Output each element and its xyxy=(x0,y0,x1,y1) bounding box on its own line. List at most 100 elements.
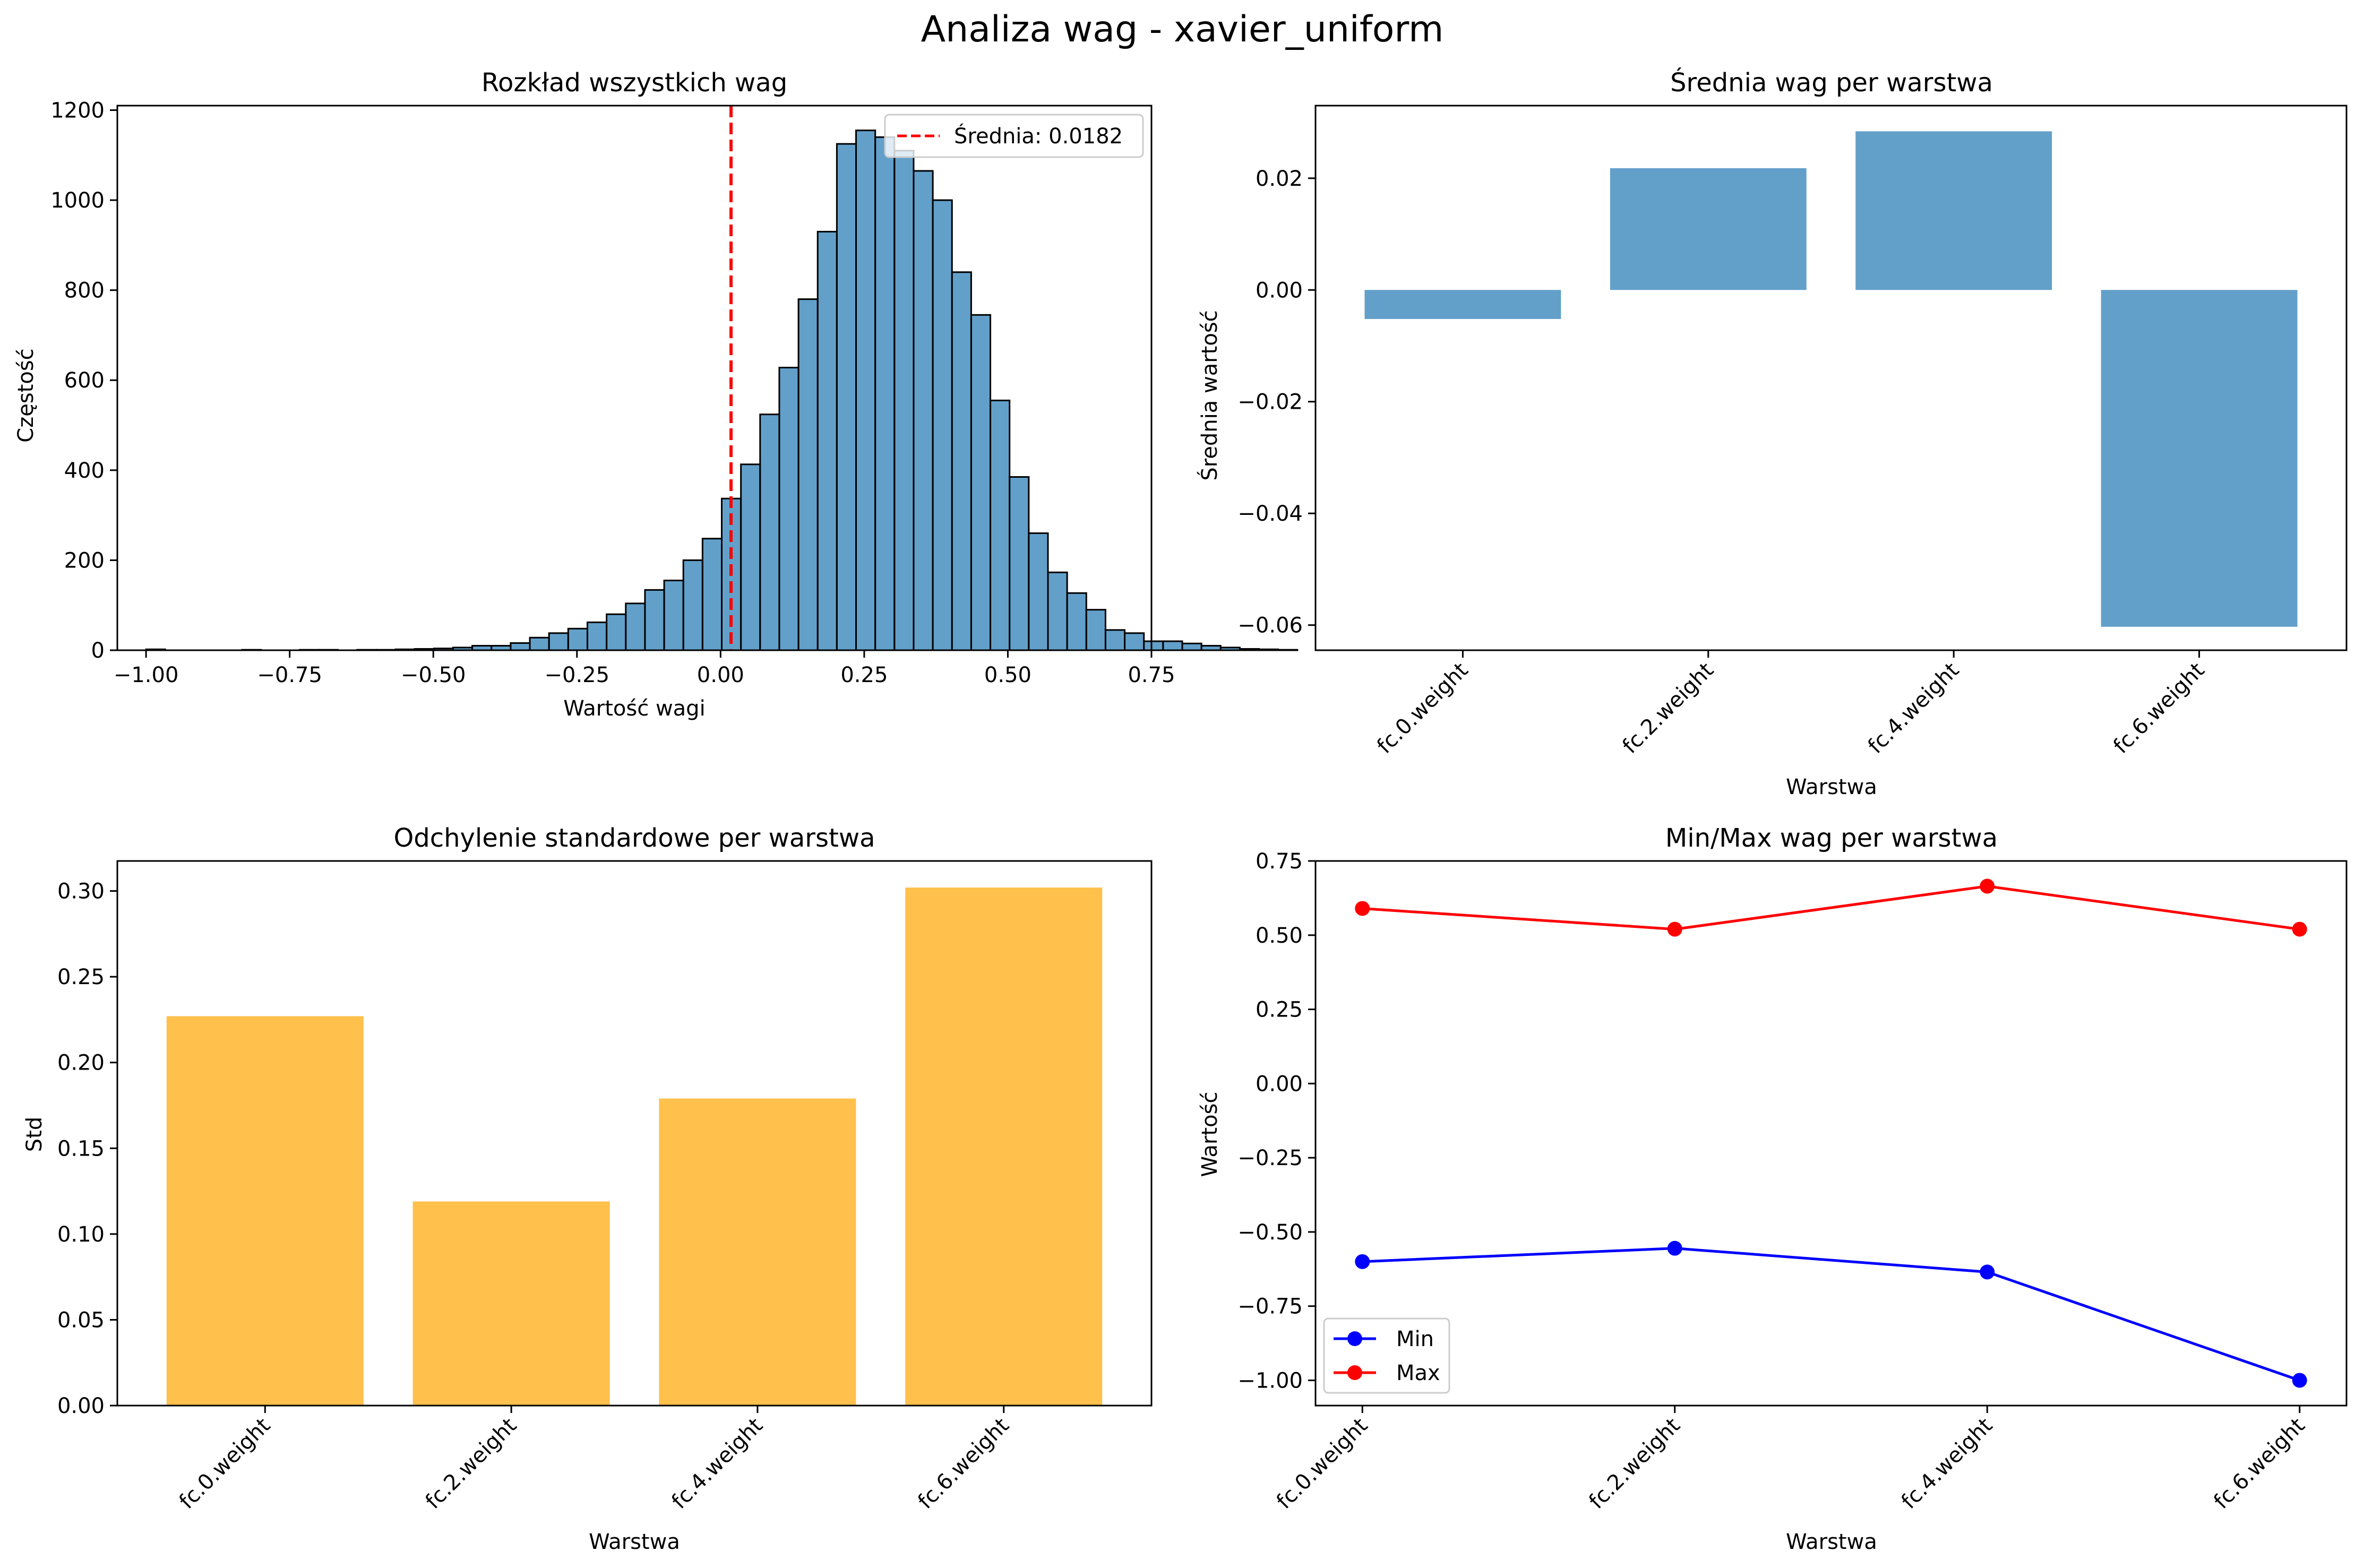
mean-bar xyxy=(1364,290,1561,319)
histogram-bar xyxy=(1028,532,1049,651)
x-tick-label: fc.4.weight xyxy=(1863,658,1964,759)
legend-mean-label: Średnia: 0.0182 xyxy=(954,123,1123,149)
histogram-bar xyxy=(1143,640,1164,651)
y-tick-label: 0.30 xyxy=(57,880,105,904)
mean-xticks: fc.0.weight fc.2.weight fc.4.weight fc.6.we… xyxy=(1372,650,2210,759)
minmax-xticks: fc.0.weight fc.2.weight fc.4.weight fc.6.we… xyxy=(1272,1406,2310,1514)
x-tick-label: fc.4.weight xyxy=(667,1414,768,1514)
y-tick-label: 0.00 xyxy=(1256,278,1303,303)
y-tick-label: 200 xyxy=(64,548,105,573)
y-tick-label: 0.50 xyxy=(1256,924,1303,948)
histogram-bar xyxy=(1124,632,1145,651)
legend-max-marker-icon xyxy=(1347,1365,1362,1380)
x-tick-label: fc.0.weight xyxy=(1372,658,1473,759)
std-bar xyxy=(412,1201,610,1406)
histogram-bar xyxy=(855,130,876,651)
histogram-bar xyxy=(778,366,800,651)
y-tick-label: 0.20 xyxy=(57,1051,105,1075)
x-tick-label: −0.50 xyxy=(401,663,466,687)
x-tick-label: −0.25 xyxy=(544,663,609,687)
max-series-line xyxy=(1362,885,2300,931)
x-tick-label: 0.75 xyxy=(1128,663,1175,687)
min-point xyxy=(2292,1373,2307,1388)
histogram-bar xyxy=(874,136,896,651)
y-tick-label: −0.06 xyxy=(1237,614,1303,638)
mean-bars xyxy=(1364,131,2298,627)
histogram-xticks: −1.00 −0.75 −0.50 −0.25 0.00 0.25 0.50 0.75 xyxy=(114,650,1175,687)
y-tick-label: 0.02 xyxy=(1256,167,1303,191)
y-tick-label: 0.10 xyxy=(57,1222,105,1247)
y-tick-label: 0 xyxy=(91,639,105,663)
std-bar xyxy=(905,888,1103,1406)
mean-ylabel: Średnia wartość xyxy=(1197,310,1222,480)
histogram-bars xyxy=(145,130,1299,651)
std-ylabel: Std xyxy=(22,1117,47,1152)
histogram-bar xyxy=(797,298,819,651)
y-tick-label: 0.25 xyxy=(57,965,105,989)
minmax-yticks: −1.00 −0.75 −0.50 −0.25 0.00 0.25 0.50 0.75 xyxy=(1237,849,1316,1393)
x-tick-label: fc.0.weight xyxy=(175,1414,275,1514)
histogram-bar xyxy=(1181,642,1202,651)
mean-title: Średnia wag per warstwa xyxy=(1670,67,1993,98)
histogram-bar xyxy=(932,199,953,651)
min-point xyxy=(1667,1240,1682,1256)
std-bars xyxy=(166,888,1103,1406)
x-tick-label: fc.6.weight xyxy=(2209,1414,2309,1514)
histogram-bar xyxy=(606,613,627,651)
std-yticks: 0.00 0.05 0.10 0.15 0.20 0.25 0.30 xyxy=(57,880,117,1418)
histogram-panel: Rozkład wszystkich wag Wartość wagi Częs… xyxy=(14,68,1299,721)
std-bar xyxy=(659,1098,856,1406)
max-point xyxy=(1667,921,1682,937)
x-tick-label: fc.0.weight xyxy=(1272,1414,1372,1514)
x-tick-label: −1.00 xyxy=(114,663,179,687)
histogram-bar xyxy=(836,143,857,651)
x-tick-label: 0.25 xyxy=(840,663,888,687)
histogram-bar xyxy=(529,636,550,651)
std-panel: Odchylenie standardowe per warstwa Warst… xyxy=(22,823,1153,1554)
legend-min-label: Min xyxy=(1396,1327,1434,1351)
histogram-bar xyxy=(510,642,531,651)
y-tick-label: 0.25 xyxy=(1256,998,1303,1022)
y-tick-label: 400 xyxy=(64,459,105,483)
x-tick-label: fc.6.weight xyxy=(2109,658,2209,759)
mean-bar xyxy=(1855,131,2052,290)
y-tick-label: 800 xyxy=(64,279,105,303)
histogram-bar xyxy=(759,413,780,651)
histogram-bar xyxy=(1219,647,1241,651)
y-tick-label: −0.04 xyxy=(1237,502,1303,526)
y-tick-label: 1000 xyxy=(50,188,105,213)
x-tick-label: 0.50 xyxy=(984,663,1031,687)
histogram-bar xyxy=(1239,648,1260,651)
histogram-bar xyxy=(1200,645,1222,651)
y-tick-label: 1200 xyxy=(50,98,105,123)
std-bar xyxy=(166,1016,364,1406)
legend-box xyxy=(884,114,1144,158)
legend-max-label: Max xyxy=(1396,1361,1440,1385)
histogram-yticks: 0 200 400 600 800 1000 1200 xyxy=(50,98,117,663)
x-tick-label: −0.75 xyxy=(257,663,322,687)
histogram-bar xyxy=(644,589,665,651)
x-tick-label: fc.2.weight xyxy=(421,1414,521,1514)
mean-yticks: −0.06 −0.04 −0.02 0.00 0.02 xyxy=(1237,167,1316,638)
max-point xyxy=(2292,921,2307,937)
mean-frame xyxy=(1314,105,2348,651)
y-tick-label: 0.00 xyxy=(57,1394,105,1418)
x-tick-label: 0.00 xyxy=(697,663,744,687)
min-point xyxy=(1980,1264,1995,1280)
y-tick-label: 0.15 xyxy=(57,1136,105,1161)
histogram-bar xyxy=(586,621,608,651)
x-tick-label: fc.2.weight xyxy=(1584,1414,1684,1514)
minmax-xlabel: Warstwa xyxy=(1786,1530,1877,1554)
histogram-bar xyxy=(625,602,646,651)
y-tick-label: 0.75 xyxy=(1256,849,1303,874)
mean-bar xyxy=(1610,168,1807,290)
histogram-bar xyxy=(682,559,703,651)
histogram-bar xyxy=(816,230,838,651)
min-point xyxy=(1355,1254,1370,1269)
histogram-bar xyxy=(990,399,1011,651)
histogram-bar xyxy=(1047,571,1068,651)
histogram-bar xyxy=(701,538,723,651)
std-frame xyxy=(116,860,1153,1407)
histogram-bar xyxy=(970,314,992,651)
